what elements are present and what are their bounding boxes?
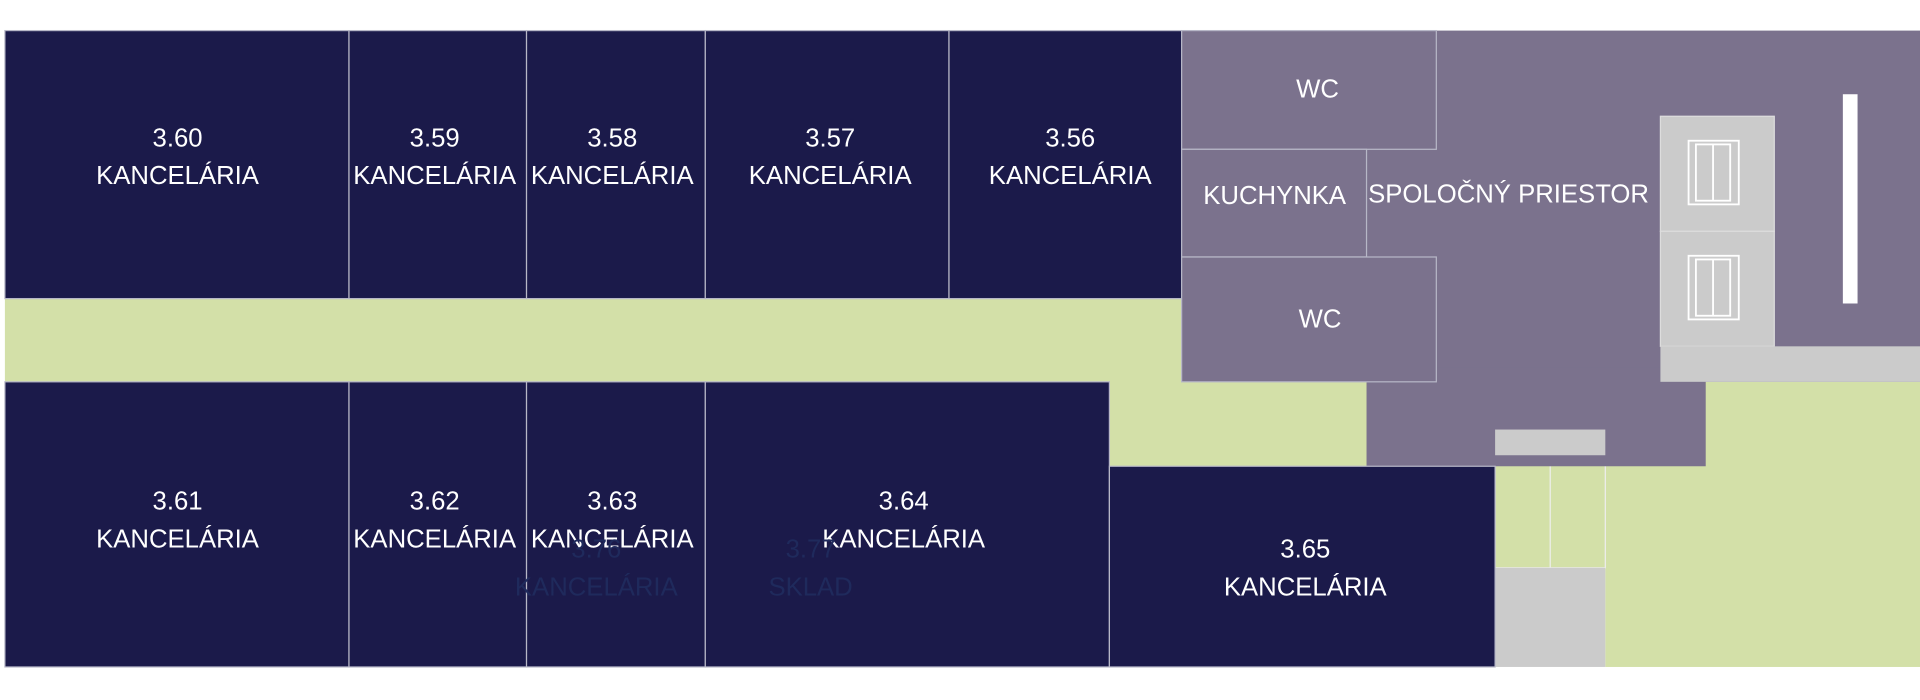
elevator-icon [1687, 139, 1740, 321]
room-name: KANCELÁRIA [353, 161, 517, 190]
room-number: 3.61 [153, 488, 203, 516]
room-name: WC [1299, 305, 1342, 333]
office [525, 381, 706, 668]
room-number: 3.77 [786, 535, 836, 563]
room-name: KANCELÁRIA [96, 525, 260, 554]
office [704, 381, 1110, 668]
room-name: KANCELÁRIA [1224, 572, 1388, 601]
room-name: KANCELÁRIA [822, 525, 986, 554]
stair-wall [1842, 94, 1858, 304]
room-name: KANCELÁRIA [515, 572, 679, 601]
room-number: 3.59 [410, 124, 460, 152]
shaft [1495, 429, 1606, 456]
room-number: 3.63 [587, 488, 637, 516]
room-name: KUCHYNKA [1203, 182, 1347, 210]
room-name: KANCELÁRIA [531, 525, 695, 554]
shaft [1495, 567, 1606, 667]
room-name: SKLAD [768, 573, 852, 601]
service-room [1181, 148, 1368, 258]
office [4, 381, 350, 668]
office [348, 29, 528, 300]
room-name: KANCELÁRIA [749, 161, 913, 190]
room-name: KANCELÁRIA [989, 161, 1153, 190]
office [4, 29, 350, 300]
office [1108, 465, 1496, 668]
room-name: WC [1296, 75, 1339, 103]
room-number: 3.57 [805, 124, 855, 152]
room-name: KANCELÁRIA [96, 161, 260, 190]
room-number: 3.76 [571, 535, 621, 563]
elevator [1659, 115, 1775, 232]
office [704, 29, 950, 300]
service-room [1181, 256, 1437, 383]
room-number: 3.60 [153, 124, 203, 152]
office [948, 29, 1183, 300]
office [525, 29, 706, 300]
room-number: 3.65 [1280, 535, 1330, 563]
shaft [1660, 346, 1920, 382]
room-number: 3.64 [879, 488, 929, 516]
elevator [1659, 230, 1775, 347]
room-name: SPOLOČNÝ PRIESTOR [1368, 180, 1649, 209]
room-name: KANCELÁRIA [531, 161, 695, 190]
corridor [1109, 367, 1373, 467]
room-number: 3.62 [410, 488, 460, 516]
room-number: 3.58 [587, 124, 637, 152]
office [348, 381, 528, 668]
corridor [4, 298, 1182, 382]
service-room [1181, 29, 1437, 150]
room-number: 3.56 [1045, 124, 1095, 152]
room-name: KANCELÁRIA [353, 525, 517, 554]
